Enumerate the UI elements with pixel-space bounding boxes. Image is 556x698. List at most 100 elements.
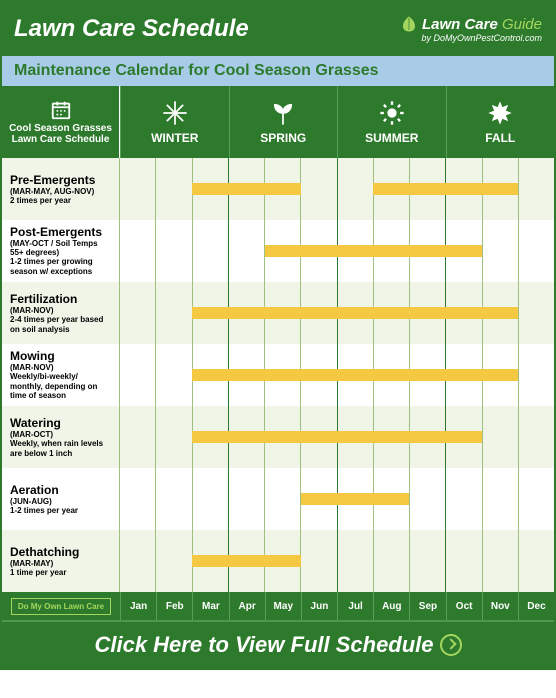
month-col xyxy=(120,220,155,282)
task-range: (MAR-MAY, AUG-NOV) xyxy=(10,187,111,196)
month-col xyxy=(409,530,445,592)
month-label: Mar xyxy=(192,592,228,620)
gantt-bar xyxy=(192,431,481,443)
task-row: Fertilization(MAR-NOV)2-4 times per year… xyxy=(2,282,554,344)
season-winter: WINTER xyxy=(120,86,229,158)
season-summer: SUMMER xyxy=(337,86,446,158)
month-col xyxy=(518,282,554,344)
month-col xyxy=(155,530,191,592)
month-area xyxy=(120,158,554,220)
month-col xyxy=(155,468,191,530)
footer-label-cell: Do My Own Lawn Care xyxy=(2,592,120,620)
task-label: Fertilization(MAR-NOV)2-4 times per year… xyxy=(2,282,120,344)
task-name: Aeration xyxy=(10,483,111,497)
season-fall: FALL xyxy=(446,86,555,158)
task-name: Dethatching xyxy=(10,545,111,559)
month-label: May xyxy=(265,592,301,620)
gantt-bar xyxy=(192,555,301,567)
task-label: Watering(MAR-OCT)Weekly, when rain level… xyxy=(2,406,120,468)
month-col xyxy=(155,344,191,406)
snowflake-icon xyxy=(161,99,189,127)
month-col xyxy=(373,530,409,592)
month-label: Dec xyxy=(518,592,554,620)
task-note: 1-2 times per growing season w/ exceptio… xyxy=(10,257,111,276)
task-name: Fertilization xyxy=(10,292,111,306)
calendar-icon xyxy=(50,99,72,121)
month-col xyxy=(155,220,191,282)
gantt-bar xyxy=(192,183,301,195)
month-col xyxy=(120,344,155,406)
month-col xyxy=(337,530,373,592)
month-col xyxy=(155,158,191,220)
month-area xyxy=(120,220,554,282)
month-col xyxy=(409,468,445,530)
maple-leaf-icon xyxy=(486,99,514,127)
month-col xyxy=(518,158,554,220)
task-label: Dethatching(MAR-MAY)1 time per year xyxy=(2,530,120,592)
schedule-grid: Cool Season Grasses Lawn Care Schedule W… xyxy=(2,86,554,620)
task-label: Mowing(MAR-NOV)Weekly/bi-weekly/ monthly… xyxy=(2,344,120,406)
header: Lawn Care Schedule Lawn Care Guide by Do… xyxy=(2,2,554,56)
task-label: Pre-Emergents(MAR-MAY, AUG-NOV)2 times p… xyxy=(2,158,120,220)
sprout-icon xyxy=(269,99,297,127)
task-name: Mowing xyxy=(10,349,111,363)
month-label: Jul xyxy=(337,592,373,620)
brand-subtitle: by DoMyOwnPestControl.com xyxy=(400,33,542,43)
month-col xyxy=(482,220,518,282)
gantt-bar xyxy=(265,245,482,257)
month-label: Nov xyxy=(482,592,518,620)
month-col xyxy=(445,530,481,592)
month-col xyxy=(300,158,336,220)
task-row: Pre-Emergents(MAR-MAY, AUG-NOV)2 times p… xyxy=(2,158,554,220)
season-label: FALL xyxy=(485,131,515,145)
month-labels: JanFebMarAprMayJunJulAugSepOctNovDec xyxy=(120,592,554,620)
gantt-bar xyxy=(192,369,518,381)
month-area xyxy=(120,468,554,530)
month-col xyxy=(228,220,264,282)
task-row: Dethatching(MAR-MAY)1 time per year xyxy=(2,530,554,592)
footer-row: Do My Own Lawn Care JanFebMarAprMayJunJu… xyxy=(2,592,554,620)
footer-button[interactable]: Do My Own Lawn Care xyxy=(11,598,111,615)
row-header-line2: Lawn Care Schedule xyxy=(12,134,110,145)
task-range: (MAR-NOV) xyxy=(10,363,111,372)
row-header-line1: Cool Season Grasses xyxy=(9,123,112,134)
task-label: Aeration(JUN-AUG)1-2 times per year xyxy=(2,468,120,530)
month-label: Apr xyxy=(229,592,265,620)
gantt-bar xyxy=(373,183,518,195)
month-col xyxy=(264,468,300,530)
task-name: Post-Emergents xyxy=(10,225,111,239)
task-row: Mowing(MAR-NOV)Weekly/bi-weekly/ monthly… xyxy=(2,344,554,406)
month-area xyxy=(120,530,554,592)
leaf-icon xyxy=(400,15,418,33)
task-note: 2 times per year xyxy=(10,196,111,206)
task-row: Post-Emergents(MAY-OCT / Soil Temps 55+ … xyxy=(2,220,554,282)
page-title: Lawn Care Schedule xyxy=(14,15,249,43)
month-col xyxy=(482,406,518,468)
cta-bar[interactable]: Click Here to View Full Schedule xyxy=(2,620,554,668)
task-row: Watering(MAR-OCT)Weekly, when rain level… xyxy=(2,406,554,468)
month-col xyxy=(120,406,155,468)
month-label: Jan xyxy=(120,592,156,620)
task-range: (MAY-OCT / Soil Temps 55+ degrees) xyxy=(10,239,111,257)
month-label: Sep xyxy=(409,592,445,620)
task-range: (JUN-AUG) xyxy=(10,497,111,506)
month-col xyxy=(518,406,554,468)
month-col xyxy=(518,220,554,282)
month-col xyxy=(445,468,481,530)
month-col xyxy=(482,530,518,592)
month-col xyxy=(120,530,155,592)
month-label: Oct xyxy=(446,592,482,620)
task-note: 1-2 times per year xyxy=(10,506,111,516)
month-col xyxy=(337,158,373,220)
season-label: SUMMER xyxy=(365,131,418,145)
month-col xyxy=(155,406,191,468)
month-label: Feb xyxy=(156,592,192,620)
task-note: 2-4 times per year based on soil analysi… xyxy=(10,315,111,334)
month-col xyxy=(300,530,336,592)
month-col xyxy=(192,220,228,282)
sun-icon xyxy=(378,99,406,127)
month-area xyxy=(120,344,554,406)
month-col xyxy=(518,344,554,406)
month-col xyxy=(155,282,191,344)
task-range: (MAR-NOV) xyxy=(10,306,111,315)
